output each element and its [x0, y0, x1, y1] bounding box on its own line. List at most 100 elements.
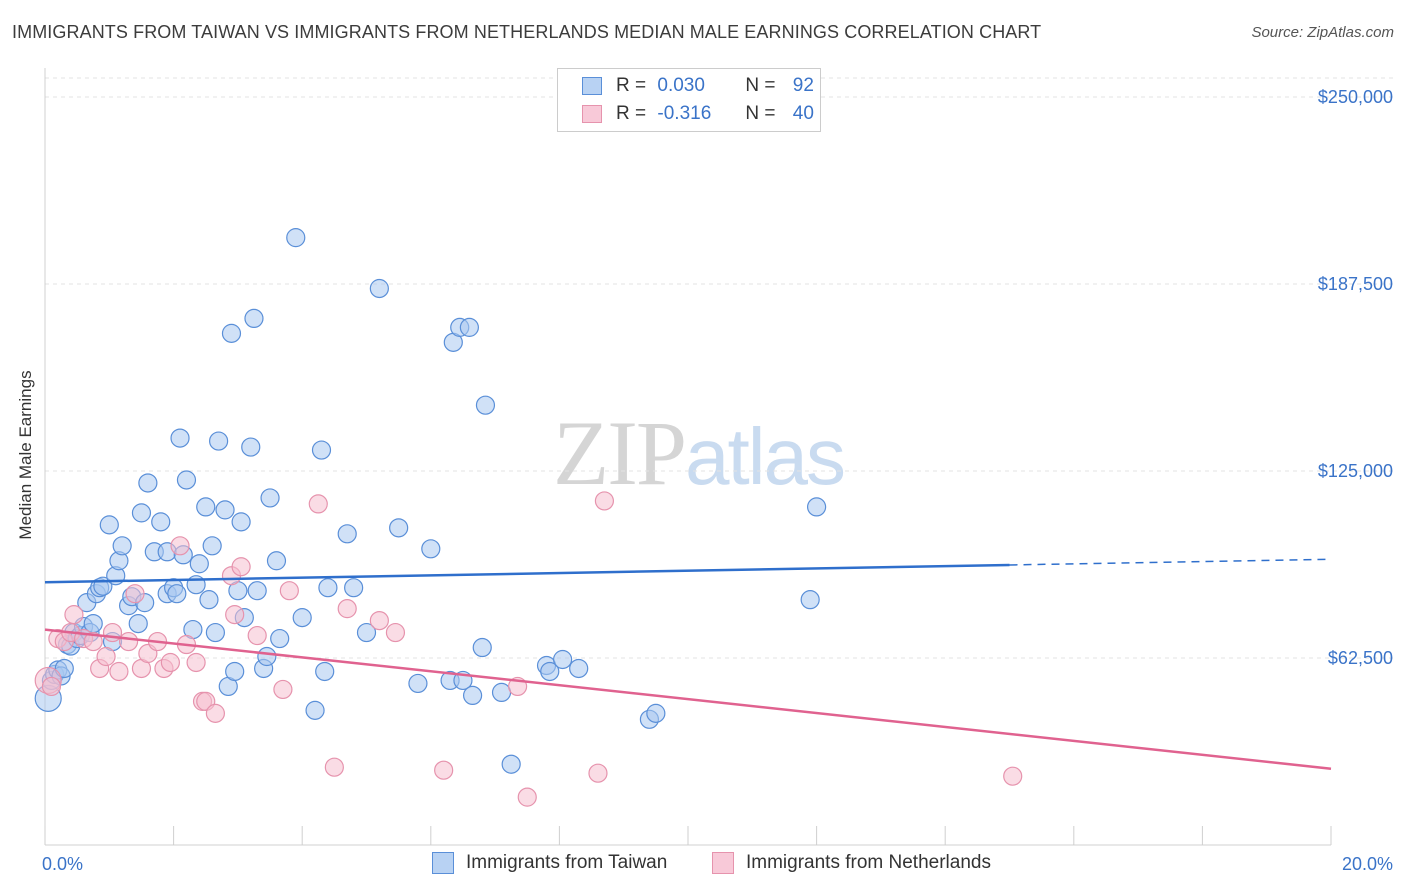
taiwan-trend-extension: [1009, 558, 1332, 566]
netherlands-point: [205, 703, 225, 723]
taiwan-point: [167, 584, 187, 604]
netherlands-point: [369, 610, 389, 631]
legend-item-taiwan[interactable]: Immigrants from Taiwan: [432, 852, 667, 874]
netherlands-point: [118, 631, 139, 652]
taiwan-point: [241, 437, 261, 457]
legend-swatch-netherlands: [712, 852, 734, 874]
netherlands-point: [273, 679, 293, 700]
taiwan-point: [337, 524, 357, 544]
taiwan-point: [99, 515, 119, 535]
watermark-zip: ZIP: [553, 402, 687, 504]
y-tick-label: $187,500: [1318, 274, 1393, 294]
netherlands-point: [247, 625, 267, 646]
taiwan-point: [257, 646, 277, 667]
taiwan-point: [131, 503, 152, 523]
taiwan-point: [128, 613, 148, 634]
taiwan-point: [202, 536, 222, 556]
netherlands-point: [83, 631, 103, 652]
watermark-atlas: atlas: [685, 412, 846, 501]
taiwan-point: [646, 703, 666, 723]
taiwan-point: [311, 440, 332, 460]
taiwan-point: [138, 473, 158, 493]
netherlands-point: [186, 652, 206, 673]
axis-layer: [44, 68, 1332, 846]
taiwan-point: [369, 278, 389, 299]
y-tick-label: $62,500: [1328, 648, 1393, 668]
taiwan-point: [270, 628, 290, 649]
netherlands-point: [225, 605, 245, 625]
netherlands-point: [308, 494, 328, 514]
taiwan-point: [231, 512, 251, 532]
taiwan-point: [266, 551, 287, 571]
watermark: ZIPatlas: [553, 400, 846, 506]
series-netherlands-points: [34, 491, 1023, 807]
legend-r-value: -0.316: [657, 103, 712, 124]
taiwan-point: [151, 512, 171, 532]
taiwan-point: [286, 228, 306, 248]
source-label: Source: ZipAtlas.com: [1251, 24, 1394, 41]
taiwan-point: [800, 590, 820, 610]
correlation-legend: R = 0.030 N = 92 R = -0.316 N = 40: [557, 68, 821, 132]
taiwan-point: [170, 428, 190, 448]
legend-r-value: 0.030: [657, 75, 705, 96]
netherlands-point: [64, 605, 84, 625]
chart-title: IMMIGRANTS FROM TAIWAN VS IMMIGRANTS FRO…: [12, 22, 1042, 42]
taiwan-point: [421, 539, 441, 559]
taiwan-trend-line: [44, 563, 1010, 584]
netherlands-point: [594, 491, 615, 511]
legend-item-netherlands[interactable]: Immigrants from Netherlands: [712, 852, 991, 874]
taiwan-point: [318, 578, 338, 598]
taiwan-point: [221, 323, 242, 343]
x-tick-label: 0.0%: [42, 854, 83, 874]
legend-row-netherlands: R = -0.316 N = 40: [558, 100, 814, 128]
taiwan-point: [553, 649, 573, 670]
legend-swatch-taiwan: [432, 852, 454, 874]
taiwan-point: [215, 500, 235, 520]
taiwan-point: [344, 578, 364, 598]
taiwan-point: [540, 661, 560, 682]
taiwan-point: [209, 431, 229, 451]
netherlands-point: [125, 584, 145, 604]
taiwan-point: [54, 658, 74, 679]
legend-row-taiwan: R = 0.030 N = 92: [558, 72, 814, 100]
tick-labels: $62,500 $125,000 $187,500 $250,000 0.0% 20.0%: [42, 87, 1393, 874]
trend-layer: [44, 558, 1332, 770]
taiwan-point: [112, 536, 132, 556]
taiwan-point: [569, 658, 589, 679]
taiwan-point: [459, 317, 479, 337]
taiwan-point: [462, 685, 483, 706]
netherlands-point: [324, 757, 344, 777]
netherlands-point: [279, 581, 299, 601]
legend-label-netherlands: Immigrants from Netherlands: [746, 852, 991, 873]
taiwan-point: [501, 754, 521, 774]
taiwan-point: [475, 395, 496, 415]
taiwan-point: [389, 518, 409, 538]
x-tick-label: 20.0%: [1342, 854, 1393, 874]
legend-n-value: 92: [792, 75, 814, 96]
taiwan-point: [205, 622, 225, 643]
netherlands-point: [385, 622, 406, 643]
taiwan-point: [225, 661, 245, 682]
legend-label-taiwan: Immigrants from Taiwan: [466, 852, 668, 873]
netherlands-point: [170, 536, 190, 556]
legend-r-label: R =: [616, 75, 647, 96]
series-legend: Immigrants from Taiwan Immigrants from N…: [0, 852, 1406, 878]
netherlands-point: [517, 787, 537, 807]
series-taiwan-points: [34, 228, 827, 774]
taiwan-point: [199, 590, 219, 610]
netherlands-point: [588, 763, 608, 783]
netherlands-point: [1003, 766, 1023, 786]
legend-n-label: N =: [745, 103, 776, 124]
taiwan-point: [292, 608, 312, 628]
legend-n-value: 40: [792, 103, 814, 124]
netherlands-point: [231, 557, 251, 577]
taiwan-point: [247, 581, 267, 601]
taiwan-point: [189, 554, 209, 574]
taiwan-point: [260, 488, 280, 508]
legend-n-label: N =: [745, 75, 776, 96]
netherlands-point: [337, 599, 357, 619]
legend-r-label: R =: [616, 103, 647, 124]
taiwan-point: [472, 637, 492, 658]
legend-swatch-taiwan: [582, 77, 602, 95]
